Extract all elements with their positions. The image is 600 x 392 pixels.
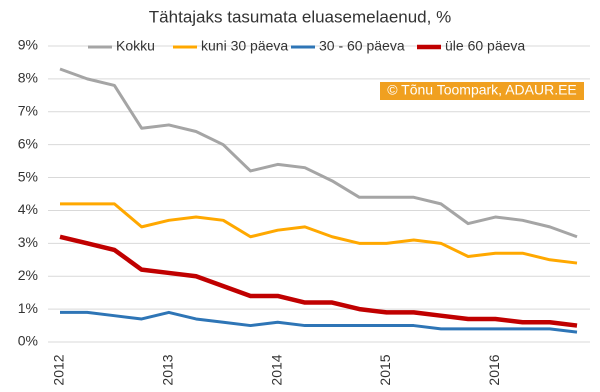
series-line — [59, 234, 578, 328]
legend-label: üle 60 päeva — [445, 38, 525, 54]
x-tick-label: 2014 — [268, 354, 284, 385]
legend-label: Kokku — [116, 38, 155, 54]
x-tick-label: 2013 — [160, 354, 176, 385]
y-tick-label: 3% — [18, 234, 38, 250]
y-tick-label: 2% — [18, 267, 38, 283]
y-tick-label: 7% — [18, 102, 38, 118]
y-tick-label: 1% — [18, 300, 38, 316]
y-tick-label: 6% — [18, 135, 38, 151]
x-tick-label: 2015 — [377, 354, 393, 385]
series-line — [59, 67, 578, 239]
y-tick-label: 8% — [18, 70, 38, 86]
y-tick-label: 4% — [18, 201, 38, 217]
series-line — [60, 202, 578, 265]
annotation-box — [380, 82, 584, 100]
chart-title: Tähtajaks tasumata eluasemelaenud, % — [149, 7, 451, 26]
x-tick-label: 2012 — [51, 354, 67, 385]
x-tick-label: 2016 — [486, 354, 502, 385]
y-tick-label: 5% — [18, 168, 38, 184]
series-line — [60, 310, 578, 334]
legend-label: 30 - 60 päeva — [319, 38, 405, 54]
y-tick-label: 9% — [18, 37, 38, 53]
y-tick-label: 0% — [18, 333, 38, 349]
annotation: © Tõnu Toompark, ADAUR.EE — [387, 82, 577, 98]
legend-label: kuni 30 päeva — [201, 38, 288, 54]
